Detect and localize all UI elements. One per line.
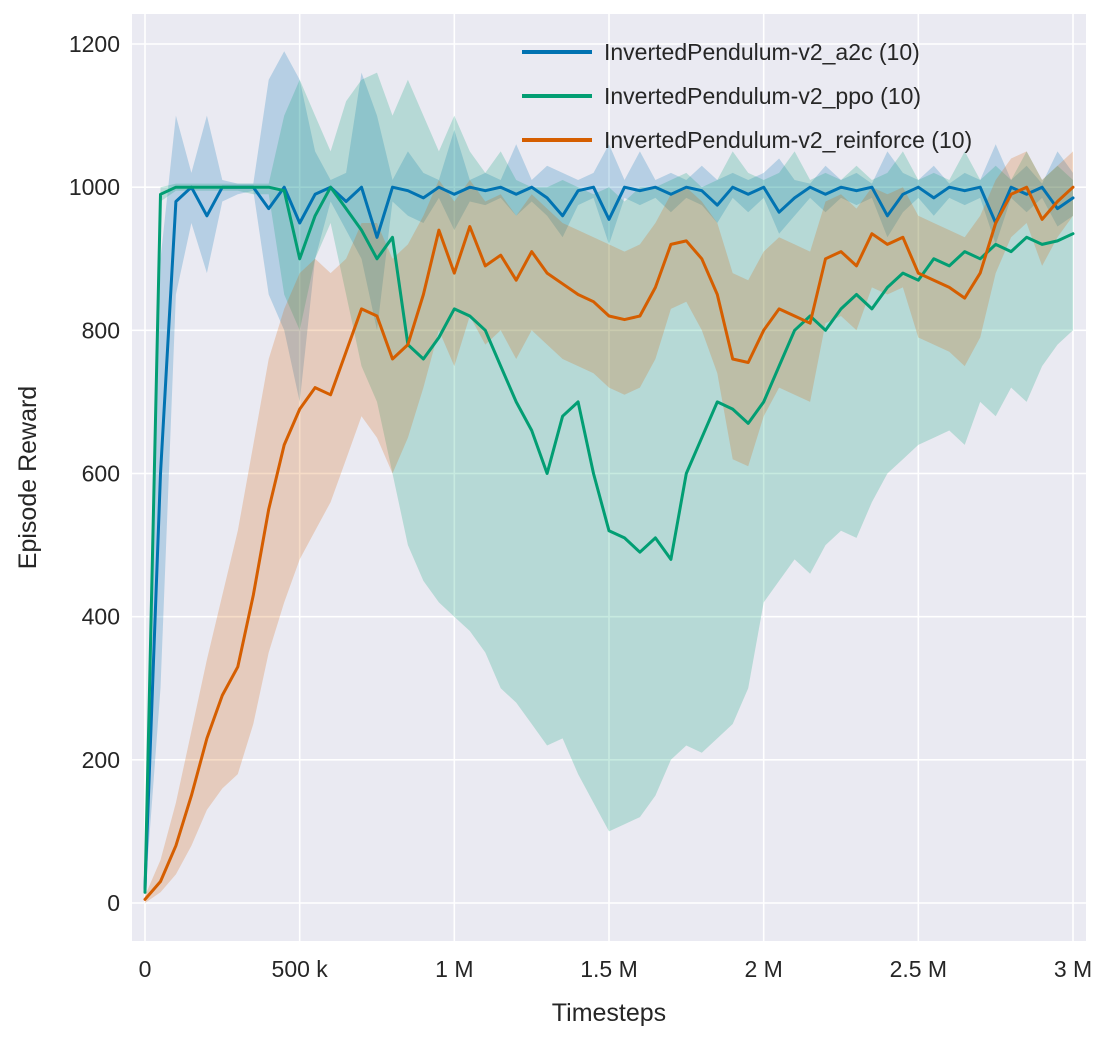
y-tick-label: 400	[82, 604, 120, 630]
y-tick-label: 1200	[69, 31, 120, 57]
x-tick-label: 0	[139, 956, 152, 982]
y-tick-label: 600	[82, 461, 120, 487]
x-tick-label: 2.5 M	[890, 956, 948, 982]
x-tick-label: 1 M	[435, 956, 473, 982]
legend-label: InvertedPendulum-v2_reinforce (10)	[604, 127, 972, 153]
x-tick-label: 2 M	[744, 956, 782, 982]
series-line	[143, 185, 1075, 891]
x-tick-label: 1.5 M	[580, 956, 638, 982]
y-tick-label: 200	[82, 747, 120, 773]
x-tick-label: 3 M	[1054, 956, 1092, 982]
confidence-band	[145, 51, 1073, 896]
legend-label: InvertedPendulum-v2_a2c (10)	[604, 39, 920, 65]
y-tick-label: 800	[82, 317, 120, 343]
legend: InvertedPendulum-v2_a2c (10) InvertedPend…	[522, 39, 972, 153]
x-axis-label: Timesteps	[552, 999, 666, 1027]
y-tick-label: 0	[107, 890, 120, 916]
x-tick-label: 500 k	[272, 956, 329, 982]
series-line	[143, 185, 1075, 894]
confidence-band	[145, 72, 1073, 896]
series-line	[143, 185, 1075, 901]
confidence-band	[145, 151, 1073, 903]
y-tick-label: 1000	[69, 174, 120, 200]
legend-label: InvertedPendulum-v2_ppo (10)	[604, 83, 921, 109]
y-axis-label: Episode Reward	[14, 386, 42, 569]
